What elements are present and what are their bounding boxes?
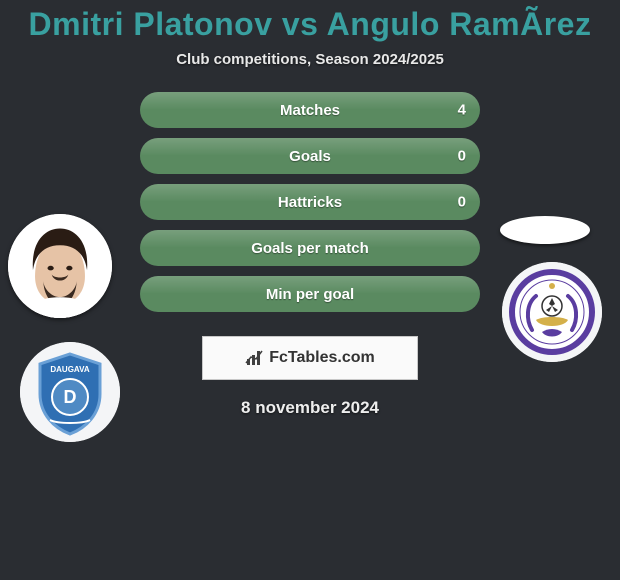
stat-pill-stack: Matches 4 Goals 0 Hattricks 0 Goals per … [140,92,480,312]
stat-pill-matches: Matches 4 [140,92,480,128]
stat-label: Goals per match [251,240,369,257]
anderlecht-style-badge-icon [502,262,602,362]
stat-label: Min per goal [266,286,354,303]
stat-pill-hattricks: Hattricks 0 [140,184,480,220]
branding-text: FcTables.com [269,349,375,367]
page-title: Dmitri Platonov vs Angulo RamÃ­rez [0,0,620,43]
comparison-area: DAUGAVA D Matches 4 Goals [0,92,620,418]
bar-chart-icon [245,349,265,367]
right-club-badge [502,262,602,362]
left-club-badge: DAUGAVA D [20,342,120,442]
right-top-ellipse [500,216,590,244]
svg-text:D: D [64,387,77,407]
player-face-icon [8,214,112,318]
stat-label: Goals [289,148,331,165]
daugava-badge-icon: DAUGAVA D [20,342,120,442]
stat-label: Matches [280,102,340,119]
stat-pill-goals: Goals 0 [140,138,480,174]
stat-pill-goals-per-match: Goals per match [140,230,480,266]
stat-label: Hattricks [278,194,342,211]
stat-value: 0 [458,194,466,211]
subtitle: Club competitions, Season 2024/2025 [0,51,620,68]
stat-value: 4 [458,102,466,119]
svg-text:DAUGAVA: DAUGAVA [50,365,89,374]
left-player-avatar [8,214,112,318]
branding-box: FcTables.com [202,336,418,380]
stat-pill-min-per-goal: Min per goal [140,276,480,312]
stat-value: 0 [458,148,466,165]
